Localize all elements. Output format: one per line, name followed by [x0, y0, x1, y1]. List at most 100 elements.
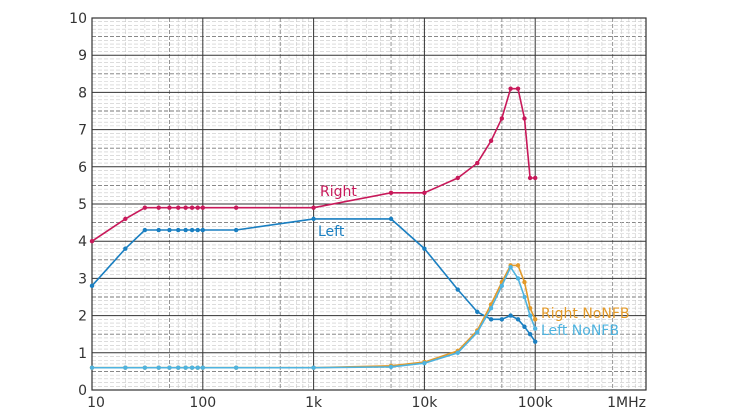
- data-point: [123, 365, 128, 370]
- data-point: [388, 364, 394, 370]
- y-tick-label: 3: [78, 271, 87, 287]
- data-point: [89, 365, 95, 370]
- data-point: [176, 205, 181, 210]
- data-point: [167, 365, 172, 370]
- series-label-left-nonfb: Left NoNFB: [541, 323, 619, 339]
- data-point: [488, 317, 494, 322]
- data-point: [527, 332, 533, 337]
- data-point: [508, 313, 513, 318]
- y-tick-label: 1: [78, 346, 87, 362]
- x-tick-label: 1MHz: [607, 395, 646, 411]
- data-point: [499, 283, 505, 289]
- data-point: [167, 205, 172, 210]
- data-point: [422, 246, 427, 251]
- data-point: [499, 317, 505, 322]
- data-point: [189, 227, 195, 233]
- data-point: [89, 283, 95, 289]
- data-point: [533, 326, 538, 331]
- x-tick-label: 10: [87, 395, 105, 411]
- data-point: [142, 205, 148, 210]
- data-point: [233, 365, 239, 370]
- data-point: [515, 276, 521, 281]
- data-point: [515, 263, 521, 268]
- data-point: [123, 246, 128, 251]
- data-point: [233, 205, 239, 210]
- data-point: [167, 227, 172, 233]
- data-point: [195, 205, 200, 210]
- data-point: [388, 216, 394, 222]
- data-point: [422, 361, 427, 366]
- data-point: [156, 205, 161, 210]
- series-label-right-nonfb: Right NoNFB: [541, 306, 629, 322]
- data-point: [142, 227, 148, 233]
- data-point: [311, 205, 316, 210]
- data-point: [527, 313, 533, 318]
- data-point: [533, 317, 538, 322]
- data-point: [388, 190, 394, 196]
- x-tick-label: 100k: [518, 395, 554, 411]
- data-point: [123, 216, 128, 222]
- data-point: [176, 227, 181, 233]
- y-tick-label: 5: [78, 197, 87, 213]
- data-point: [515, 86, 521, 91]
- y-tick-label: 4: [78, 234, 87, 250]
- data-point: [183, 205, 188, 210]
- series-left: [89, 216, 538, 344]
- data-point: [233, 227, 239, 233]
- axes: 0 1 2 3 4 5 6 7 8 9 10 10 100 1k 10k 100k 1MHz: [69, 11, 647, 411]
- data-point: [189, 365, 195, 370]
- data-point: [527, 175, 533, 181]
- data-point: [522, 324, 527, 329]
- data-point: [183, 227, 188, 233]
- data-point: [183, 365, 188, 370]
- y-tick-label: 10: [69, 11, 87, 27]
- y-tick-label: 6: [78, 160, 87, 176]
- data-point: [195, 227, 200, 233]
- data-point: [200, 365, 205, 370]
- data-point: [200, 227, 205, 233]
- data-point: [156, 227, 161, 233]
- data-point: [499, 116, 505, 121]
- data-point: [488, 305, 494, 311]
- data-point: [515, 317, 521, 322]
- data-point: [533, 175, 538, 181]
- y-tick-label: 7: [78, 123, 87, 139]
- data-point: [533, 339, 538, 344]
- data-point: [475, 330, 480, 335]
- x-tick-label: 1k: [305, 395, 323, 411]
- data-point: [488, 138, 494, 143]
- data-point: [508, 265, 513, 270]
- y-tick-label: 9: [78, 48, 87, 64]
- y-tick-label: 0: [78, 383, 87, 399]
- data-point: [200, 205, 205, 210]
- data-point: [455, 287, 460, 292]
- data-point: [475, 160, 480, 166]
- data-point: [475, 309, 480, 315]
- x-tick-label: 10k: [411, 395, 438, 411]
- y-tick-label: 2: [78, 309, 87, 325]
- data-point: [455, 350, 460, 355]
- grid: [91, 17, 647, 391]
- data-point: [455, 175, 460, 181]
- data-point: [142, 365, 148, 370]
- data-point: [195, 365, 200, 370]
- x-tick-label: 100: [189, 395, 216, 411]
- series-left-nonfb: [89, 265, 538, 370]
- data-point: [311, 365, 316, 370]
- data-point: [527, 305, 533, 311]
- data-point: [189, 205, 195, 210]
- data-point: [156, 365, 161, 370]
- data-point: [89, 239, 95, 244]
- data-point: [422, 190, 427, 196]
- data-point: [522, 294, 527, 300]
- data-point: [522, 279, 527, 285]
- series-group: [89, 86, 538, 370]
- data-point: [311, 216, 316, 222]
- series-label-right: Right: [320, 184, 357, 200]
- data-point: [522, 116, 527, 121]
- series-label-left: Left: [318, 224, 345, 240]
- plot-frame: [91, 17, 647, 391]
- data-point: [176, 365, 181, 370]
